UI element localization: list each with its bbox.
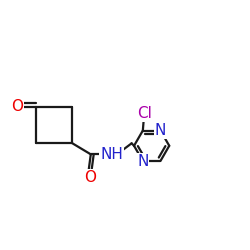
Text: NH: NH [100,147,123,162]
Text: O: O [12,99,24,114]
Text: N: N [155,123,166,138]
Text: Cl: Cl [137,106,152,121]
Text: N: N [137,154,148,168]
Text: O: O [84,170,96,184]
